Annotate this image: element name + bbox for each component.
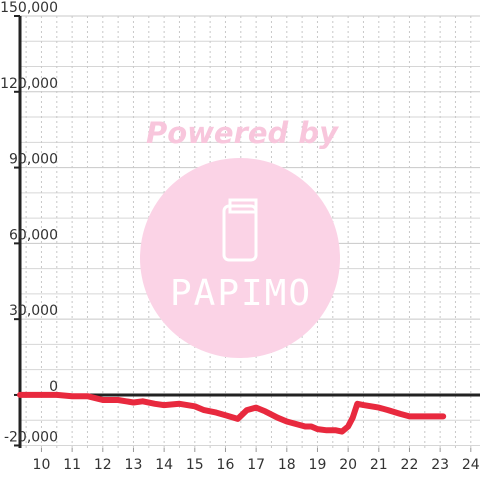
y-tick-label: -20,000 xyxy=(4,429,58,445)
x-tick-label: 10 xyxy=(33,457,51,473)
x-tick-labels: 10 11 12 13 14 15 16 17 18 19 20 21 22 23 24 xyxy=(33,457,480,473)
x-tick-label: 14 xyxy=(155,457,173,473)
y-tick-label: 0 xyxy=(49,379,58,395)
y-tick-label: 90,000 xyxy=(9,152,58,168)
x-tick-label: 22 xyxy=(401,457,419,473)
y-tick-label: 120,000 xyxy=(0,76,58,92)
x-tick-label: 17 xyxy=(247,457,265,473)
series-layer xyxy=(17,391,447,435)
axes xyxy=(14,15,480,452)
x-tick-label: 19 xyxy=(309,457,327,473)
x-tick-label: 13 xyxy=(125,457,143,473)
watermark-caption: Powered by xyxy=(146,116,339,150)
x-tick-label: 21 xyxy=(370,457,388,473)
y-tick-label: 60,000 xyxy=(9,227,58,243)
x-tick-label: 16 xyxy=(217,457,235,473)
watermark-circle xyxy=(140,158,340,358)
x-tick-label: 18 xyxy=(278,457,296,473)
x-tick-label: 24 xyxy=(462,457,480,473)
x-tick-label: 15 xyxy=(186,457,204,473)
phone-icon xyxy=(222,198,258,262)
watermark: Powered by PAPIMO xyxy=(140,116,340,358)
series-line xyxy=(17,391,447,435)
x-tick-label: 20 xyxy=(339,457,357,473)
x-tick-label: 23 xyxy=(431,457,449,473)
y-tick-label: 150,000 xyxy=(0,0,58,16)
x-tick-label: 11 xyxy=(63,457,81,473)
watermark-logo-text: PAPIMO xyxy=(170,273,312,314)
x-tick-label: 12 xyxy=(94,457,112,473)
y-tick-labels: -20,000 0 30,000 60,000 90,000 120,000 150,000 xyxy=(0,0,58,445)
y-tick-label: 30,000 xyxy=(9,303,58,319)
grid xyxy=(20,15,480,448)
